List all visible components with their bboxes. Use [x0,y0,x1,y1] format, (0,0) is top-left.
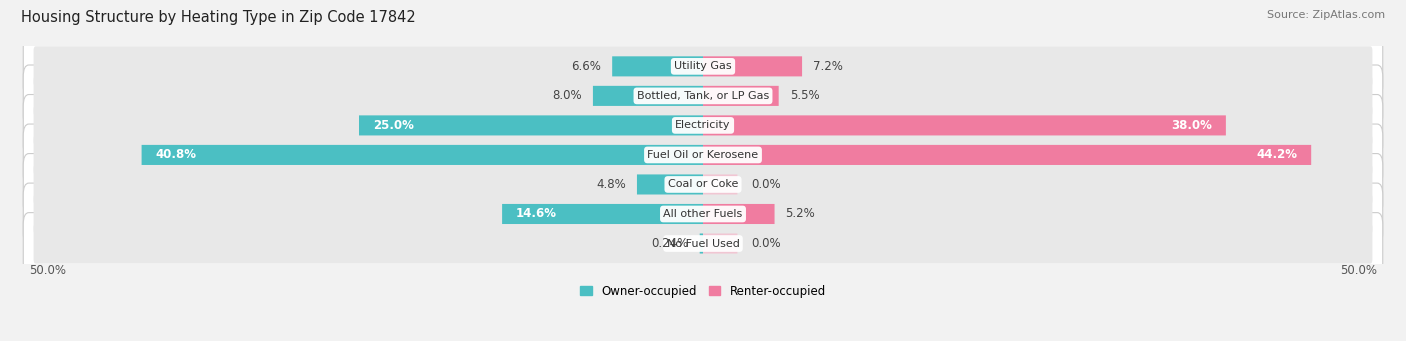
Text: 25.0%: 25.0% [373,119,413,132]
FancyBboxPatch shape [703,175,737,194]
Text: 0.0%: 0.0% [751,237,780,250]
Text: Housing Structure by Heating Type in Zip Code 17842: Housing Structure by Heating Type in Zip… [21,10,416,25]
Text: 50.0%: 50.0% [1340,264,1378,277]
Text: 0.24%: 0.24% [651,237,689,250]
Text: 4.8%: 4.8% [596,178,626,191]
FancyBboxPatch shape [34,194,1372,234]
Text: 8.0%: 8.0% [553,89,582,102]
Text: Utility Gas: Utility Gas [675,61,731,71]
FancyBboxPatch shape [24,183,1382,245]
FancyBboxPatch shape [34,46,1372,87]
FancyBboxPatch shape [703,234,737,254]
FancyBboxPatch shape [24,35,1382,97]
FancyBboxPatch shape [703,204,775,224]
FancyBboxPatch shape [703,145,1312,165]
Text: 14.6%: 14.6% [516,207,557,221]
Text: 38.0%: 38.0% [1171,119,1212,132]
Text: 7.2%: 7.2% [813,60,844,73]
Text: All other Fuels: All other Fuels [664,209,742,219]
FancyBboxPatch shape [637,175,703,194]
FancyBboxPatch shape [359,115,703,135]
Text: 40.8%: 40.8% [155,148,197,161]
Text: 50.0%: 50.0% [28,264,66,277]
Text: Bottled, Tank, or LP Gas: Bottled, Tank, or LP Gas [637,91,769,101]
Text: Fuel Oil or Kerosene: Fuel Oil or Kerosene [647,150,759,160]
FancyBboxPatch shape [703,56,801,76]
Text: Coal or Coke: Coal or Coke [668,179,738,190]
Text: No Fuel Used: No Fuel Used [666,238,740,249]
FancyBboxPatch shape [700,234,703,254]
FancyBboxPatch shape [703,115,1226,135]
FancyBboxPatch shape [24,213,1382,275]
Text: 44.2%: 44.2% [1257,148,1298,161]
FancyBboxPatch shape [34,135,1372,175]
FancyBboxPatch shape [24,65,1382,127]
FancyBboxPatch shape [24,124,1382,186]
FancyBboxPatch shape [142,145,703,165]
Text: 5.5%: 5.5% [790,89,820,102]
FancyBboxPatch shape [34,164,1372,205]
FancyBboxPatch shape [612,56,703,76]
Text: 0.0%: 0.0% [751,178,780,191]
FancyBboxPatch shape [34,223,1372,264]
FancyBboxPatch shape [24,153,1382,216]
FancyBboxPatch shape [703,86,779,106]
FancyBboxPatch shape [34,76,1372,116]
FancyBboxPatch shape [34,105,1372,146]
Text: 5.2%: 5.2% [786,207,815,221]
Legend: Owner-occupied, Renter-occupied: Owner-occupied, Renter-occupied [579,285,827,298]
FancyBboxPatch shape [593,86,703,106]
Text: Electricity: Electricity [675,120,731,130]
FancyBboxPatch shape [24,94,1382,156]
Text: 6.6%: 6.6% [571,60,602,73]
FancyBboxPatch shape [502,204,703,224]
Text: Source: ZipAtlas.com: Source: ZipAtlas.com [1267,10,1385,20]
